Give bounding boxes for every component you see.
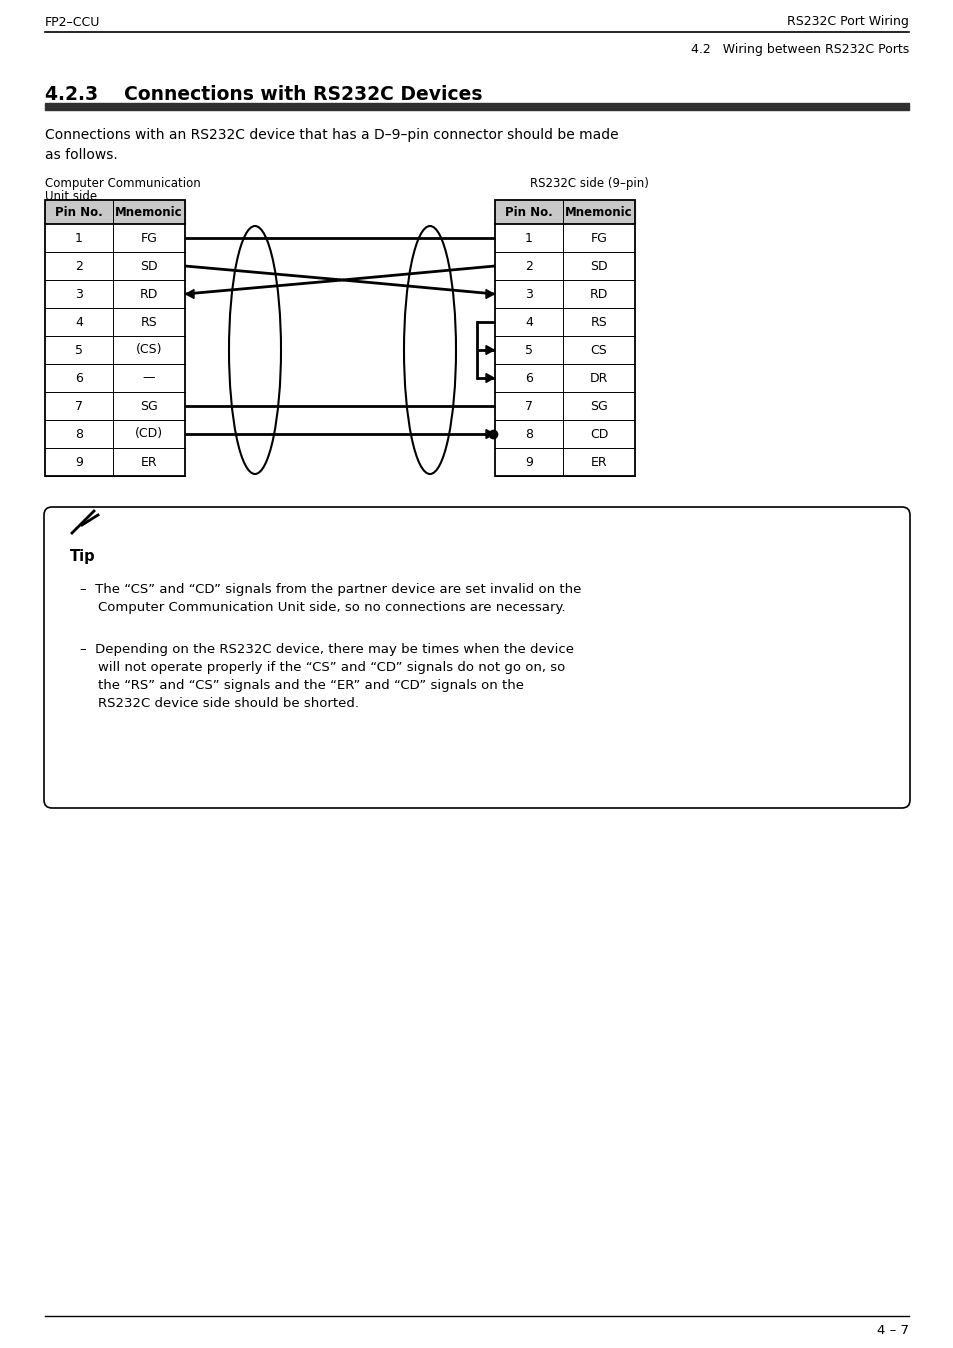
Bar — [45, 200, 185, 224]
Bar — [45, 200, 185, 476]
Text: –  Depending on the RS232C device, there may be times when the device: – Depending on the RS232C device, there … — [80, 643, 574, 656]
Text: (CS): (CS) — [135, 344, 162, 356]
Text: 6: 6 — [524, 372, 533, 384]
Bar — [495, 200, 635, 224]
Bar — [495, 364, 635, 392]
Text: as follows.: as follows. — [45, 148, 117, 162]
Text: Pin No.: Pin No. — [504, 205, 553, 218]
Bar — [45, 392, 185, 421]
Polygon shape — [485, 373, 494, 383]
Text: DR: DR — [589, 372, 608, 384]
Text: –  The “CS” and “CD” signals from the partner device are set invalid on the: – The “CS” and “CD” signals from the par… — [80, 582, 580, 596]
Bar — [45, 102, 908, 111]
Text: RD: RD — [140, 287, 158, 301]
Text: ER: ER — [590, 456, 607, 469]
FancyBboxPatch shape — [44, 507, 909, 807]
Bar — [495, 307, 635, 336]
Text: Mnemonic: Mnemonic — [564, 205, 632, 218]
Text: FG: FG — [140, 232, 157, 244]
Text: Mnemonic: Mnemonic — [115, 205, 183, 218]
Text: 3: 3 — [524, 287, 533, 301]
Bar — [45, 448, 185, 476]
Bar — [495, 252, 635, 280]
Bar — [45, 307, 185, 336]
Text: CS: CS — [590, 344, 607, 356]
Text: RS: RS — [590, 315, 607, 329]
Text: RS232C Port Wiring: RS232C Port Wiring — [786, 15, 908, 28]
Text: —: — — [143, 372, 155, 384]
Bar — [495, 200, 635, 476]
Bar — [495, 392, 635, 421]
Text: 3: 3 — [75, 287, 83, 301]
Text: 2: 2 — [75, 260, 83, 272]
Text: SG: SG — [590, 399, 607, 412]
Text: the “RS” and “CS” signals and the “ER” and “CD” signals on the: the “RS” and “CS” signals and the “ER” a… — [98, 679, 523, 692]
Text: Unit side: Unit side — [45, 190, 97, 202]
Bar — [45, 421, 185, 448]
Bar — [45, 336, 185, 364]
Text: 2: 2 — [524, 260, 533, 272]
Bar — [45, 364, 185, 392]
Text: Computer Communication: Computer Communication — [45, 178, 200, 190]
Bar — [495, 224, 635, 252]
Text: 4: 4 — [524, 315, 533, 329]
Polygon shape — [485, 290, 494, 298]
Text: 1: 1 — [524, 232, 533, 244]
Text: 6: 6 — [75, 372, 83, 384]
Text: ER: ER — [140, 456, 157, 469]
Text: RS232C device side should be shorted.: RS232C device side should be shorted. — [98, 697, 358, 710]
Bar — [495, 280, 635, 307]
Text: 9: 9 — [524, 456, 533, 469]
Text: 5: 5 — [75, 344, 83, 356]
Text: Pin No.: Pin No. — [55, 205, 103, 218]
Text: 1: 1 — [75, 232, 83, 244]
Polygon shape — [485, 345, 494, 355]
Text: 9: 9 — [75, 456, 83, 469]
Text: (CD): (CD) — [134, 427, 163, 441]
Text: 8: 8 — [75, 427, 83, 441]
Bar — [495, 336, 635, 364]
Bar — [45, 280, 185, 307]
Polygon shape — [186, 290, 193, 298]
Text: 7: 7 — [524, 399, 533, 412]
Text: FG: FG — [590, 232, 607, 244]
Text: 8: 8 — [524, 427, 533, 441]
Text: FP2–CCU: FP2–CCU — [45, 15, 100, 28]
Text: 4.2   Wiring between RS232C Ports: 4.2 Wiring between RS232C Ports — [690, 43, 908, 57]
Text: SG: SG — [140, 399, 157, 412]
Text: Connections with an RS232C device that has a D–9–pin connector should be made: Connections with an RS232C device that h… — [45, 128, 618, 142]
Text: will not operate properly if the “CS” and “CD” signals do not go on, so: will not operate properly if the “CS” an… — [98, 661, 565, 674]
Text: CD: CD — [589, 427, 608, 441]
Text: 4.2.3    Connections with RS232C Devices: 4.2.3 Connections with RS232C Devices — [45, 85, 482, 105]
Text: SD: SD — [140, 260, 157, 272]
Bar — [495, 421, 635, 448]
Bar — [45, 252, 185, 280]
Text: SD: SD — [590, 260, 607, 272]
Text: Tip: Tip — [70, 550, 95, 565]
Text: 4: 4 — [75, 315, 83, 329]
Text: 4 – 7: 4 – 7 — [876, 1324, 908, 1336]
Text: Computer Communication Unit side, so no connections are necessary.: Computer Communication Unit side, so no … — [98, 601, 565, 613]
Text: RS: RS — [140, 315, 157, 329]
Bar — [495, 448, 635, 476]
Text: 5: 5 — [524, 344, 533, 356]
Text: 7: 7 — [75, 399, 83, 412]
Text: RD: RD — [589, 287, 608, 301]
Text: RS232C side (9–pin): RS232C side (9–pin) — [530, 178, 648, 190]
Bar — [45, 224, 185, 252]
Polygon shape — [485, 430, 494, 438]
